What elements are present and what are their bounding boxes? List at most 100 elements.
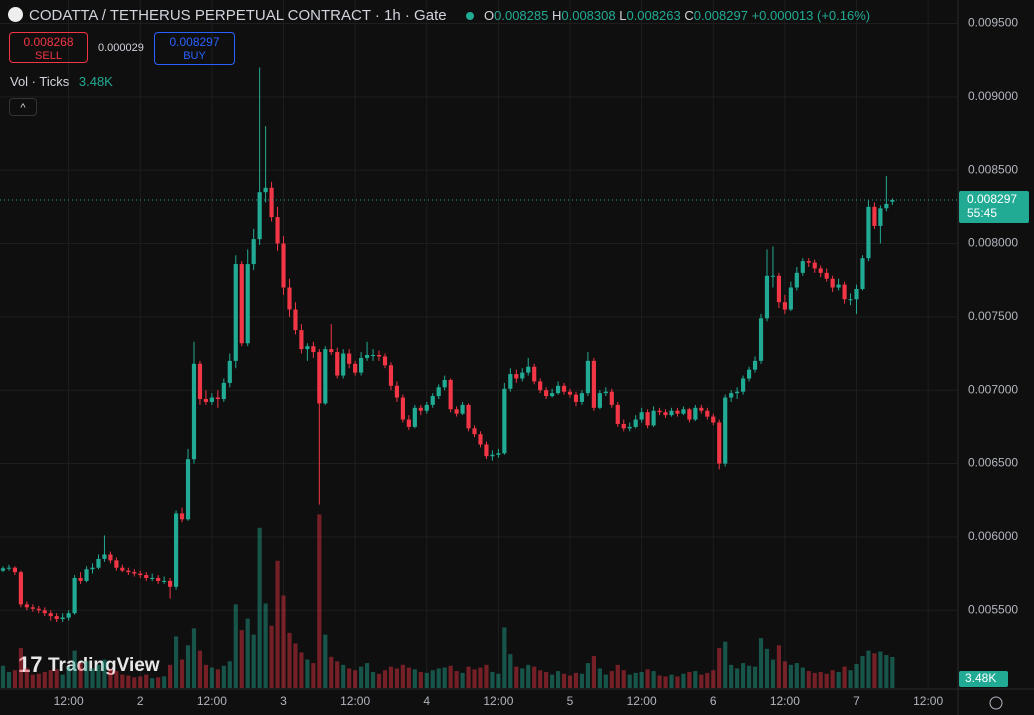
collapse-button[interactable]: ^ [9, 98, 37, 116]
volume-bar [120, 674, 125, 688]
candle-body [335, 352, 340, 376]
candle-body [454, 409, 459, 414]
title: CODATTA / TETHERUS PERPETUAL CONTRACT · … [29, 7, 447, 24]
y-tick-label: 0.005500 [968, 602, 1018, 616]
volume-bar [203, 664, 209, 688]
volume-bar [48, 670, 53, 688]
candle-body [102, 554, 107, 559]
volume-bar [382, 670, 388, 688]
volume-bar [490, 671, 495, 688]
volume-bar [657, 675, 662, 688]
volume-value: 3.48K [78, 74, 113, 89]
volume-bar [741, 663, 746, 688]
x-tick-label: 12:00 [54, 694, 84, 708]
volume-axis-label: 3.48K [965, 671, 996, 685]
candle-body [550, 393, 555, 397]
candle-body [675, 410, 680, 414]
symbol-logo [8, 7, 23, 22]
volume-bar [162, 676, 167, 688]
volume-bar [263, 603, 268, 688]
sell-button[interactable]: 0.008268 SELL [9, 32, 88, 63]
h-label: H [551, 8, 562, 23]
candle-body [597, 393, 602, 408]
candle-body [448, 379, 453, 410]
volume-bar [669, 674, 674, 688]
volume-bar [639, 671, 644, 688]
volume-bar [681, 673, 686, 688]
settings-icon[interactable] [989, 696, 1003, 710]
candle-body [215, 397, 220, 400]
volume-bar [687, 671, 692, 688]
volume-bar [758, 638, 764, 688]
candle-body [96, 558, 101, 568]
volume-bar [215, 669, 220, 688]
volume-bar [281, 595, 286, 688]
candle-body [90, 567, 95, 570]
x-tick-label: 2 [137, 694, 144, 708]
volume-bar [866, 650, 871, 688]
volume-bar [824, 673, 829, 688]
candle-body [591, 360, 596, 408]
candle-body [579, 393, 585, 402]
candle-body [830, 278, 835, 288]
volume-bar [585, 663, 591, 688]
candle-body [281, 243, 286, 288]
candle-body [890, 199, 895, 202]
sell-label: SELL [35, 50, 62, 62]
volume-bar [860, 655, 865, 688]
candle-body [741, 378, 746, 392]
candle-body [6, 567, 12, 569]
volume-bar [764, 648, 770, 688]
candle-body [323, 349, 328, 404]
candle-body [144, 575, 149, 578]
volume-bar [293, 643, 298, 688]
candle-body [729, 393, 734, 398]
candle-body [627, 426, 632, 429]
volume-bar [705, 672, 710, 688]
volume-bar [472, 669, 477, 688]
volume-bar [818, 671, 823, 688]
candle-body [693, 407, 698, 420]
volume-bar [550, 674, 555, 688]
candle-body [633, 419, 638, 427]
candle-body [872, 206, 877, 226]
candle-body [388, 365, 394, 386]
candle-body [12, 567, 18, 573]
candle-body [114, 560, 119, 568]
candle-body [329, 349, 334, 353]
last-price-box [959, 190, 1029, 223]
volume-bar [645, 669, 650, 688]
candle-body [573, 394, 579, 402]
candle-body [364, 355, 370, 358]
logo-mark: 17 [18, 652, 42, 677]
volume-bar [442, 667, 447, 688]
candle-body [138, 573, 143, 576]
candle-body [609, 391, 614, 405]
volume-bar [0, 665, 6, 688]
change: +0.000013 (+0.16%) [751, 8, 871, 23]
volume-bar [603, 674, 608, 688]
candle-body [615, 404, 620, 424]
volume-bar [579, 673, 585, 688]
candle-body [567, 391, 573, 395]
volume-bar [830, 670, 835, 688]
x-tick-label: 12:00 [770, 694, 800, 708]
symbol-title[interactable]: CODATTA / TETHERUS PERPETUAL CONTRACT · … [8, 7, 447, 24]
candle-body [72, 577, 77, 614]
volume-bar [788, 664, 793, 688]
candle-body [824, 272, 829, 279]
ohlc-legend: O0.008285 H0.008308 L0.008263 C0.008297 … [466, 8, 870, 23]
candle-body [585, 360, 591, 394]
buy-button[interactable]: 0.008297 BUY [154, 32, 235, 65]
candle-body [430, 396, 435, 405]
candle-body [227, 360, 232, 383]
low-value: 0.008263 [626, 8, 681, 23]
candle-body [78, 577, 83, 581]
x-tick-label: 3 [280, 694, 287, 708]
candle-body [496, 453, 501, 455]
candle-body [84, 569, 89, 581]
volume-bar [711, 670, 716, 688]
y-tick-label: 0.007500 [968, 309, 1018, 323]
candle-body [359, 357, 364, 373]
candle-body [878, 208, 883, 226]
